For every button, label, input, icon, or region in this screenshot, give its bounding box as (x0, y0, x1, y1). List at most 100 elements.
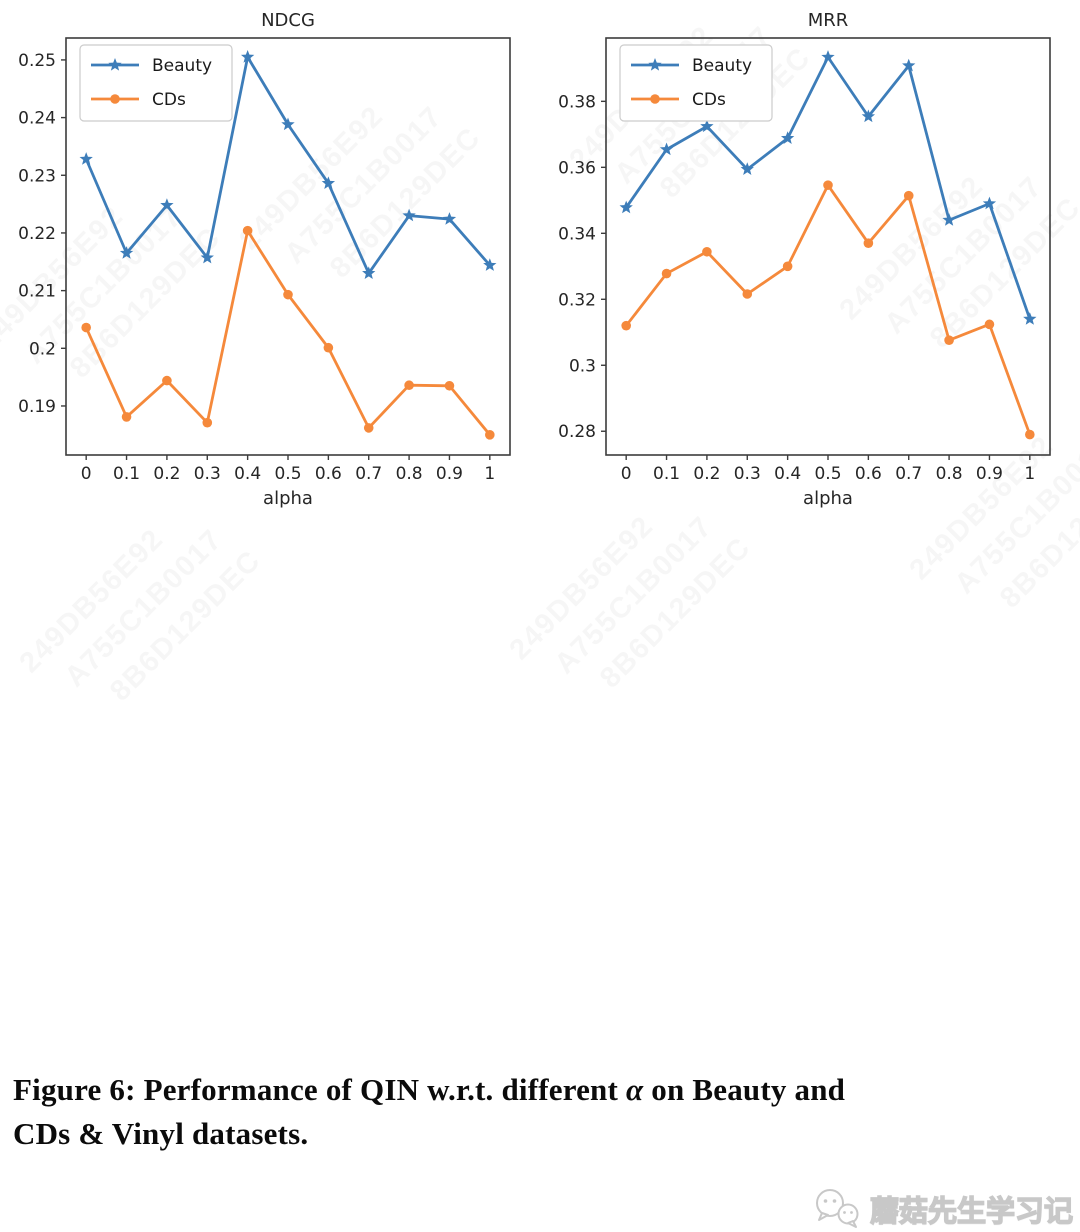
svg-text:NDCG: NDCG (261, 10, 315, 31)
svg-text:0.24: 0.24 (18, 109, 56, 129)
svg-text:Beauty: Beauty (692, 56, 752, 76)
background-watermark-line: A755C1B0017 (548, 510, 719, 681)
circle-marker (984, 319, 995, 330)
svg-text:0.2: 0.2 (153, 464, 180, 484)
circle-marker (1025, 429, 1035, 440)
background-watermark-line: 8B6D129DEC (104, 544, 268, 708)
svg-text:0.34: 0.34 (558, 224, 596, 244)
star-marker (108, 58, 122, 71)
alpha-symbol: α (625, 1072, 644, 1107)
svg-text:0.3: 0.3 (569, 356, 596, 376)
svg-text:MRR: MRR (808, 10, 849, 31)
circle-marker (944, 335, 954, 345)
circle-marker (202, 417, 213, 428)
svg-text:0.21: 0.21 (18, 282, 56, 302)
circle-marker (903, 190, 914, 201)
star-marker (79, 152, 93, 165)
svg-text:0.5: 0.5 (274, 464, 301, 484)
svg-text:0.38: 0.38 (558, 92, 596, 112)
background-watermark-line: 8B6D129DEC (594, 531, 758, 695)
circle-marker (323, 342, 334, 353)
circle-marker (283, 289, 293, 300)
wechat-icon (816, 1189, 859, 1229)
mrr-chart: MRR 0 0.1 0.2 0.3 0.4 0.5 0.6 0.7 0.8 0.9 1 0.28 0.3 0… (540, 0, 1080, 512)
star-marker (483, 258, 497, 271)
star-marker (281, 117, 295, 131)
svg-text:0.1: 0.1 (113, 464, 140, 484)
circle-marker (81, 322, 91, 333)
svg-text:0.2: 0.2 (29, 339, 56, 359)
star-marker (942, 213, 956, 226)
star-marker (200, 250, 214, 264)
star-marker (119, 246, 134, 259)
star-marker (321, 176, 336, 190)
star-marker (619, 200, 633, 214)
star-marker (659, 142, 674, 156)
site-watermark: 蘑菇先生学习记 (812, 1186, 1080, 1232)
circle-marker (242, 225, 253, 236)
circle-marker (404, 380, 414, 391)
svg-text:Beauty: Beauty (152, 56, 212, 76)
circle-marker (110, 94, 120, 104)
svg-text:0.23: 0.23 (18, 166, 56, 186)
figure-charts-row: NDCG 0 0.1 0.2 0.3 0.4 0.5 0.6 0.7 0.8 0.9 1 0.19 0.2… (0, 0, 1080, 512)
circle-marker (162, 375, 172, 386)
svg-text:1: 1 (484, 464, 495, 484)
star-marker (902, 58, 916, 72)
caption-line2: CDs & Vinyl datasets. (13, 1116, 309, 1152)
circle-marker (782, 261, 793, 272)
svg-text:0.36: 0.36 (558, 158, 596, 178)
star-marker (861, 109, 876, 123)
svg-text:0.25: 0.25 (18, 51, 56, 71)
svg-text:0.19: 0.19 (18, 397, 56, 417)
circle-marker (742, 289, 753, 299)
star-marker (740, 162, 754, 175)
star-marker (982, 196, 997, 210)
ndcg-chart: NDCG 0 0.1 0.2 0.3 0.4 0.5 0.6 0.7 0.8 0.9 1 0.19 0.2… (0, 0, 540, 512)
svg-text:CDs: CDs (692, 90, 726, 110)
circle-marker (661, 268, 672, 279)
star-marker (648, 58, 662, 71)
circle-marker (363, 423, 374, 433)
svg-text:0.9: 0.9 (976, 464, 1003, 484)
circle-marker (650, 94, 660, 104)
svg-text:0.6: 0.6 (855, 464, 882, 484)
svg-text:0.9: 0.9 (436, 464, 463, 484)
mrr-chart-svg: MRR 0 0.1 0.2 0.3 0.4 0.5 0.6 0.7 0.8 0.9 1 0.28 0.3 0… (558, 10, 1051, 509)
star-marker (821, 50, 835, 63)
circle-marker (444, 380, 455, 391)
cds-line (624, 183, 1032, 436)
star-marker (240, 50, 255, 63)
star-marker (780, 131, 795, 144)
ndcg-chart-svg: NDCG 0 0.1 0.2 0.3 0.4 0.5 0.6 0.7 0.8 0.9 1 0.19 0.2… (18, 10, 511, 509)
circle-marker (823, 180, 833, 190)
svg-text:0.28: 0.28 (558, 422, 596, 442)
circle-marker (863, 238, 874, 249)
circle-marker (702, 246, 712, 257)
svg-text:1: 1 (1024, 464, 1035, 484)
circle-marker (485, 430, 495, 440)
svg-text:0.7: 0.7 (355, 464, 382, 484)
caption-suffix: on Beauty and (643, 1072, 846, 1107)
star-marker (362, 266, 376, 279)
star-marker (700, 119, 714, 133)
cds-line (84, 229, 492, 437)
svg-text:0.6: 0.6 (315, 464, 342, 484)
plot-border (605, 37, 1051, 456)
svg-text:0.8: 0.8 (396, 464, 423, 484)
svg-text:0: 0 (621, 464, 632, 484)
svg-text:0.8: 0.8 (936, 464, 963, 484)
background-watermark-line: A755C1B0017 (58, 523, 229, 694)
svg-text:0: 0 (81, 464, 92, 484)
svg-text:0.32: 0.32 (558, 290, 596, 310)
plot-border (65, 37, 511, 456)
svg-text:alpha: alpha (263, 488, 313, 509)
svg-text:0.4: 0.4 (774, 464, 801, 484)
figure-caption: Figure 6: Performance of QIN w.r.t. diff… (13, 1068, 1073, 1156)
svg-text:0.22: 0.22 (18, 224, 56, 244)
circle-marker (121, 412, 132, 422)
svg-text:0.3: 0.3 (734, 464, 761, 484)
star-marker (160, 198, 174, 211)
svg-text:alpha: alpha (803, 488, 853, 509)
